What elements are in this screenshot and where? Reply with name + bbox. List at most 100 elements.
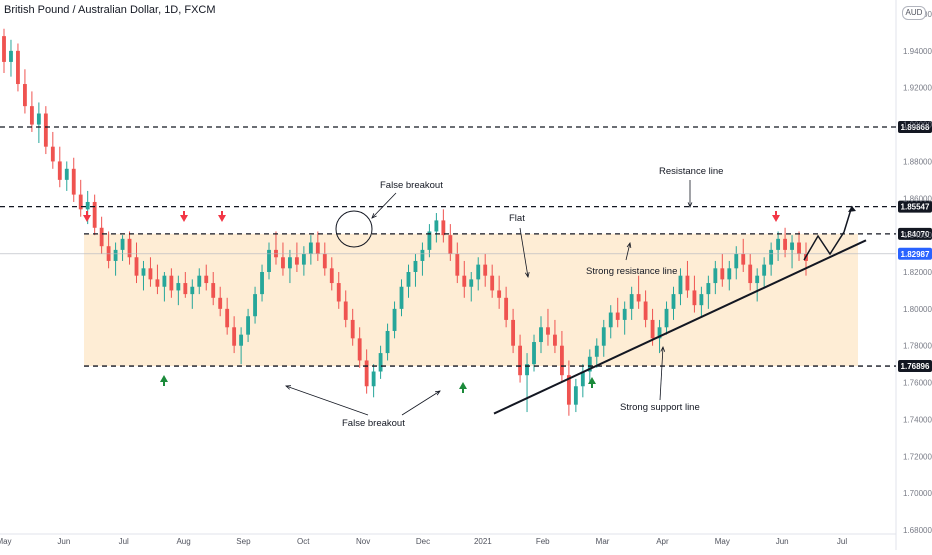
- candle[interactable]: [469, 279, 474, 287]
- candle[interactable]: [350, 319, 355, 339]
- candle[interactable]: [580, 371, 585, 387]
- candle[interactable]: [260, 272, 264, 295]
- candle[interactable]: [113, 249, 118, 261]
- candle[interactable]: [678, 275, 683, 295]
- candle[interactable]: [790, 242, 794, 250]
- candle[interactable]: [455, 253, 460, 276]
- candle[interactable]: [322, 253, 327, 269]
- candle[interactable]: [301, 253, 306, 265]
- candle[interactable]: [364, 360, 369, 387]
- candle[interactable]: [336, 283, 341, 302]
- candle[interactable]: [546, 327, 550, 335]
- candle[interactable]: [155, 279, 160, 287]
- candle[interactable]: [64, 168, 69, 180]
- candle[interactable]: [615, 312, 620, 320]
- candle[interactable]: [315, 242, 320, 254]
- candle[interactable]: [197, 275, 202, 287]
- candle[interactable]: [127, 238, 132, 258]
- candle[interactable]: [525, 364, 529, 376]
- candle[interactable]: [601, 327, 606, 346]
- candle[interactable]: [218, 297, 223, 309]
- candle[interactable]: [267, 249, 271, 272]
- candle[interactable]: [120, 238, 125, 250]
- candle[interactable]: [43, 113, 48, 147]
- candle[interactable]: [371, 371, 376, 387]
- currency-badge[interactable]: AUD: [902, 6, 926, 20]
- candle[interactable]: [85, 201, 90, 210]
- candle[interactable]: [706, 283, 711, 295]
- candle[interactable]: [225, 308, 230, 328]
- candle[interactable]: [162, 275, 167, 287]
- candle[interactable]: [783, 238, 787, 250]
- candle[interactable]: [99, 227, 104, 247]
- candle[interactable]: [685, 275, 690, 291]
- candle[interactable]: [553, 334, 557, 346]
- candle[interactable]: [650, 319, 655, 339]
- candle[interactable]: [518, 345, 522, 376]
- candle[interactable]: [720, 268, 725, 280]
- candle[interactable]: [281, 257, 285, 269]
- candle[interactable]: [594, 345, 599, 357]
- candle[interactable]: [497, 290, 502, 298]
- candle[interactable]: [92, 201, 97, 228]
- candle[interactable]: [329, 268, 334, 284]
- candle[interactable]: [559, 345, 564, 376]
- candle[interactable]: [539, 327, 543, 343]
- candle[interactable]: [385, 330, 390, 354]
- candle[interactable]: [755, 275, 760, 284]
- candle[interactable]: [762, 264, 767, 276]
- candle[interactable]: [176, 283, 181, 291]
- candle[interactable]: [490, 275, 495, 291]
- candle[interactable]: [608, 312, 613, 328]
- candle[interactable]: [246, 316, 251, 335]
- candle[interactable]: [253, 294, 257, 317]
- candle[interactable]: [134, 257, 139, 276]
- false-breakout-circle[interactable]: [335, 210, 373, 248]
- forecast-path[interactable]: [803, 205, 853, 261]
- candle[interactable]: [587, 356, 592, 372]
- current-price-badge[interactable]: [898, 247, 932, 260]
- candle[interactable]: [211, 283, 216, 298]
- candle[interactable]: [141, 268, 146, 276]
- candle[interactable]: [727, 268, 732, 280]
- candle[interactable]: [573, 386, 578, 405]
- candle[interactable]: [741, 253, 746, 265]
- candle[interactable]: [566, 375, 571, 405]
- candle[interactable]: [71, 168, 76, 195]
- candle[interactable]: [629, 294, 634, 309]
- candle[interactable]: [769, 249, 774, 265]
- support-trendline[interactable]: [493, 239, 867, 415]
- candle[interactable]: [399, 286, 404, 309]
- candle[interactable]: [190, 286, 195, 295]
- candle[interactable]: [239, 334, 244, 346]
- candle[interactable]: [511, 319, 516, 346]
- candle[interactable]: [692, 290, 697, 306]
- candle[interactable]: [657, 327, 662, 339]
- candle[interactable]: [36, 113, 41, 125]
- candle[interactable]: [776, 238, 781, 250]
- candle[interactable]: [294, 257, 299, 265]
- candle[interactable]: [636, 294, 641, 302]
- candle[interactable]: [308, 242, 313, 254]
- candle[interactable]: [392, 308, 397, 331]
- candle[interactable]: [232, 327, 237, 346]
- candle[interactable]: [420, 249, 425, 261]
- candle[interactable]: [183, 283, 188, 295]
- candle[interactable]: [413, 260, 418, 272]
- candle[interactable]: [476, 264, 481, 280]
- candle[interactable]: [343, 301, 348, 320]
- candle[interactable]: [797, 242, 801, 254]
- candle[interactable]: [169, 275, 174, 291]
- candle[interactable]: [434, 220, 439, 232]
- candle[interactable]: [50, 146, 55, 162]
- candle[interactable]: [148, 268, 153, 280]
- candle[interactable]: [9, 50, 13, 62]
- candle[interactable]: [23, 84, 27, 107]
- candle[interactable]: [57, 161, 62, 180]
- candle[interactable]: [671, 294, 676, 309]
- candle[interactable]: [748, 264, 753, 284]
- candle[interactable]: [427, 231, 432, 250]
- candle[interactable]: [441, 220, 446, 236]
